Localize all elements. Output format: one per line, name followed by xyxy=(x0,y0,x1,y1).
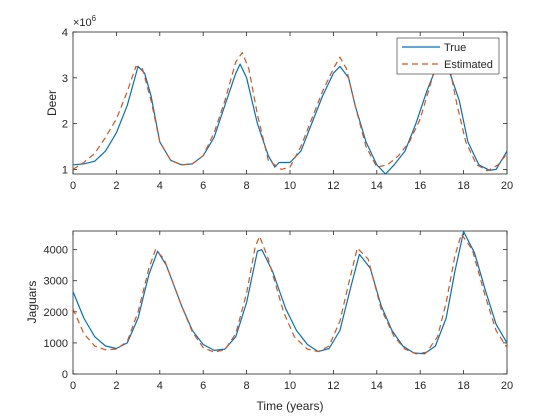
deer-x-tick-label: 16 xyxy=(414,180,426,192)
deer-x-tick-label: 14 xyxy=(371,180,383,192)
jaguars-y-tick-label: 1000 xyxy=(44,338,68,350)
deer-x-tick-label: 2 xyxy=(113,180,119,192)
jaguars-x-tick-label: 10 xyxy=(284,380,296,392)
jaguars-y-tick-label: 3000 xyxy=(44,276,68,288)
deer-x-tick-label: 10 xyxy=(284,180,296,192)
deer-y-exponent-label: ×106 xyxy=(73,14,97,29)
jaguars-x-tick-label: 0 xyxy=(70,380,76,392)
deer-x-tick-label: 8 xyxy=(244,180,250,192)
jaguars-x-tick-label: 8 xyxy=(244,380,250,392)
jaguars-plot-area xyxy=(72,230,508,375)
jaguars-panel: 0 2 4 6 8 10 12 14 16 18 20 0 1000 2000 3000 4000 Jagua… xyxy=(25,230,513,413)
deer-x-tick-label: 18 xyxy=(457,180,469,192)
deer-y-tick-label: 4 xyxy=(62,27,68,39)
jaguars-x-tick-label: 4 xyxy=(157,380,163,392)
deer-x-tick-label: 4 xyxy=(157,180,163,192)
jaguars-x-tick-label: 16 xyxy=(414,380,426,392)
jaguars-x-tick-label: 6 xyxy=(200,380,206,392)
jaguars-x-tick-label: 2 xyxy=(113,380,119,392)
deer-x-tick-label: 0 xyxy=(70,180,76,192)
deer-y-axis-label: Deer xyxy=(45,90,59,116)
legend-label-estimated: Estimated xyxy=(444,59,493,71)
deer-series-lines xyxy=(72,49,508,175)
deer-y-exponent-power: 6 xyxy=(92,14,97,23)
jaguars-y-axis-label: Jaguars xyxy=(25,281,39,324)
jaguars-x-tick-label: 20 xyxy=(501,380,513,392)
deer-x-tick-label: 20 xyxy=(501,180,513,192)
deer-x-tick-label: 12 xyxy=(327,180,339,192)
jaguars-x-tick-label: 12 xyxy=(327,380,339,392)
deer-y-tick-label: 2 xyxy=(62,119,68,131)
jaguars-series-estimated-line xyxy=(72,233,508,355)
deer-y-tick-label: 3 xyxy=(62,73,68,85)
deer-series-true-line xyxy=(72,63,508,175)
jaguars-y-tick-label: 0 xyxy=(62,369,68,381)
legend: True Estimated xyxy=(396,37,500,75)
deer-x-tick-label: 6 xyxy=(200,180,206,192)
jaguars-series-lines xyxy=(72,231,508,355)
deer-series-estimated-line xyxy=(72,49,508,172)
jaguars-x-tick-label: 14 xyxy=(371,380,383,392)
jaguars-series-true-line xyxy=(72,231,508,355)
legend-label-true: True xyxy=(444,42,466,54)
jaguars-ticks: 0 2 4 6 8 10 12 14 16 18 20 0 1000 2000 3000 4000 xyxy=(44,231,513,392)
jaguars-y-tick-label: 4000 xyxy=(44,245,68,257)
jaguars-y-tick-label: 2000 xyxy=(44,307,68,319)
x-axis-label: Time (years) xyxy=(257,399,324,413)
deer-y-tick-label: 1 xyxy=(62,164,68,176)
jaguars-x-tick-label: 18 xyxy=(457,380,469,392)
deer-y-exponent-base: ×10 xyxy=(73,17,92,29)
legend-box xyxy=(396,37,500,75)
